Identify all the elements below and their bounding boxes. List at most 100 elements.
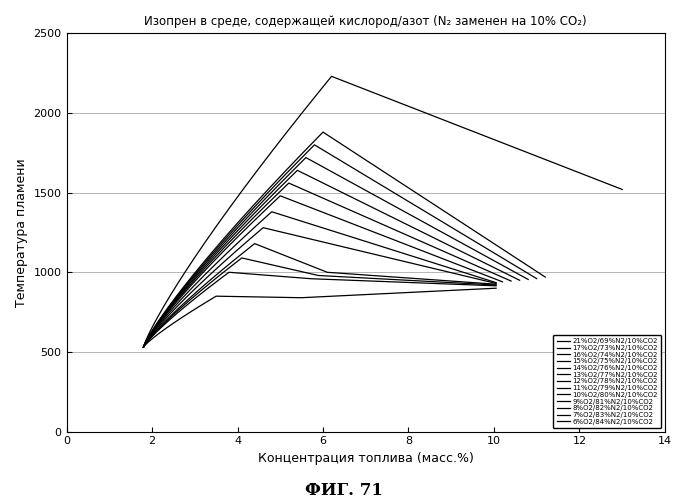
16%O2/74%N2/10%CO2 [532, 276, 541, 281]
14%O2/76%N2/10%CO2 [337, 188, 345, 194]
7%O2/83%N2/10%CO2 [392, 279, 400, 285]
13%O2/77%N2/10%CO2 [507, 278, 515, 284]
7%O2/83%N2/10%CO2 [179, 306, 187, 312]
10%O2/80%N2/10%CO2 [304, 236, 313, 242]
6%O2/84%N2/10%CO2 [265, 294, 273, 300]
15%O2/75%N2/10%CO2 [214, 246, 222, 252]
17%O2/73%N2/10%CO2 [362, 157, 370, 163]
11%O2/79%N2/10%CO2 [311, 222, 319, 228]
17%O2/73%N2/10%CO2 [279, 170, 287, 176]
17%O2/73%N2/10%CO2 [139, 344, 148, 350]
12%O2/78%N2/10%CO2 [415, 246, 423, 252]
Line: 12%O2/78%N2/10%CO2: 12%O2/78%N2/10%CO2 [144, 196, 502, 347]
21%O2/69%N2/10%CO2 [561, 164, 569, 170]
21%O2/69%N2/10%CO2 [328, 74, 336, 80]
9%O2/81%N2/10%CO2 [190, 291, 199, 297]
Line: 15%O2/75%N2/10%CO2: 15%O2/75%N2/10%CO2 [144, 158, 528, 347]
10%O2/80%N2/10%CO2 [139, 344, 148, 350]
Y-axis label: Температура пламени: Температура пламени [15, 158, 28, 307]
6%O2/84%N2/10%CO2 [436, 288, 444, 294]
6%O2/84%N2/10%CO2 [196, 303, 204, 309]
15%O2/75%N2/10%CO2 [302, 154, 310, 160]
13%O2/77%N2/10%CO2 [139, 344, 148, 350]
17%O2/73%N2/10%CO2 [319, 129, 327, 135]
15%O2/75%N2/10%CO2 [441, 231, 449, 237]
6%O2/84%N2/10%CO2 [386, 290, 394, 296]
21%O2/69%N2/10%CO2 [139, 344, 148, 350]
Line: 7%O2/83%N2/10%CO2: 7%O2/83%N2/10%CO2 [144, 272, 496, 347]
8%O2/82%N2/10%CO2 [139, 344, 148, 350]
21%O2/69%N2/10%CO2 [509, 144, 517, 150]
7%O2/83%N2/10%CO2 [206, 284, 214, 290]
8%O2/82%N2/10%CO2 [442, 280, 450, 285]
15%O2/75%N2/10%CO2 [345, 178, 353, 184]
12%O2/78%N2/10%CO2 [319, 210, 328, 216]
13%O2/77%N2/10%CO2 [284, 180, 293, 186]
14%O2/76%N2/10%CO2 [210, 253, 218, 259]
15%O2/75%N2/10%CO2 [524, 276, 532, 282]
21%O2/69%N2/10%CO2 [225, 205, 234, 211]
9%O2/81%N2/10%CO2 [492, 281, 500, 287]
14%O2/76%N2/10%CO2 [472, 256, 480, 262]
9%O2/81%N2/10%CO2 [401, 275, 409, 281]
12%O2/78%N2/10%CO2 [498, 279, 506, 285]
13%O2/77%N2/10%CO2 [253, 212, 261, 218]
16%O2/74%N2/10%CO2 [311, 142, 319, 148]
7%O2/83%N2/10%CO2 [165, 318, 173, 324]
12%O2/78%N2/10%CO2 [276, 193, 284, 199]
8%O2/82%N2/10%CO2 [492, 282, 500, 288]
17%O2/73%N2/10%CO2 [497, 246, 506, 252]
16%O2/74%N2/10%CO2 [273, 180, 281, 186]
8%O2/82%N2/10%CO2 [396, 277, 405, 283]
Line: 17%O2/73%N2/10%CO2: 17%O2/73%N2/10%CO2 [144, 132, 545, 347]
Line: 13%O2/77%N2/10%CO2: 13%O2/77%N2/10%CO2 [144, 183, 511, 347]
X-axis label: Концентрация топлива (масс.%): Концентрация топлива (масс.%) [258, 452, 473, 465]
7%O2/83%N2/10%CO2 [277, 274, 285, 280]
12%O2/78%N2/10%CO2 [139, 344, 148, 350]
11%O2/79%N2/10%CO2 [448, 266, 456, 272]
12%O2/78%N2/10%CO2 [180, 290, 188, 296]
12%O2/78%N2/10%CO2 [202, 266, 210, 272]
Line: 16%O2/74%N2/10%CO2: 16%O2/74%N2/10%CO2 [144, 145, 537, 347]
10%O2/80%N2/10%CO2 [492, 280, 500, 286]
Line: 21%O2/69%N2/10%CO2: 21%O2/69%N2/10%CO2 [144, 76, 622, 347]
Legend: 21%O2/69%N2/10%CO2, 17%O2/73%N2/10%CO2, 16%O2/74%N2/10%CO2, 15%O2/75%N2/10%CO2, : 21%O2/69%N2/10%CO2, 17%O2/73%N2/10%CO2, … [553, 335, 662, 428]
8%O2/82%N2/10%CO2 [184, 298, 192, 304]
11%O2/79%N2/10%CO2 [198, 274, 206, 280]
7%O2/83%N2/10%CO2 [139, 344, 148, 350]
Line: 9%O2/81%N2/10%CO2: 9%O2/81%N2/10%CO2 [144, 244, 496, 347]
6%O2/84%N2/10%CO2 [161, 326, 169, 332]
14%O2/76%N2/10%CO2 [259, 201, 267, 207]
10%O2/80%N2/10%CO2 [446, 270, 454, 276]
16%O2/74%N2/10%CO2 [218, 240, 226, 246]
8%O2/82%N2/10%CO2 [287, 266, 295, 272]
7%O2/83%N2/10%CO2 [439, 281, 447, 287]
13%O2/77%N2/10%CO2 [206, 260, 214, 266]
15%O2/75%N2/10%CO2 [139, 344, 148, 350]
Line: 10%O2/80%N2/10%CO2: 10%O2/80%N2/10%CO2 [144, 228, 496, 347]
14%O2/76%N2/10%CO2 [293, 168, 302, 173]
15%O2/75%N2/10%CO2 [266, 191, 274, 197]
10%O2/80%N2/10%CO2 [233, 248, 241, 254]
12%O2/78%N2/10%CO2 [455, 262, 463, 268]
13%O2/77%N2/10%CO2 [463, 258, 471, 264]
17%O2/73%N2/10%CO2 [221, 234, 229, 239]
14%O2/76%N2/10%CO2 [432, 236, 440, 242]
13%O2/77%N2/10%CO2 [424, 242, 432, 248]
16%O2/74%N2/10%CO2 [190, 272, 199, 278]
11%O2/79%N2/10%CO2 [139, 344, 148, 350]
10%O2/80%N2/10%CO2 [194, 282, 203, 288]
14%O2/76%N2/10%CO2 [515, 277, 523, 283]
8%O2/82%N2/10%CO2 [238, 255, 246, 261]
17%O2/73%N2/10%CO2 [541, 274, 550, 280]
15%O2/75%N2/10%CO2 [480, 252, 488, 258]
16%O2/74%N2/10%CO2 [139, 344, 148, 350]
16%O2/74%N2/10%CO2 [488, 250, 497, 256]
Line: 6%O2/84%N2/10%CO2: 6%O2/84%N2/10%CO2 [144, 288, 496, 347]
7%O2/83%N2/10%CO2 [492, 283, 500, 289]
12%O2/78%N2/10%CO2 [246, 222, 254, 228]
11%O2/79%N2/10%CO2 [239, 234, 247, 240]
10%O2/80%N2/10%CO2 [259, 224, 267, 230]
14%O2/76%N2/10%CO2 [139, 344, 148, 350]
9%O2/81%N2/10%CO2 [226, 260, 234, 266]
